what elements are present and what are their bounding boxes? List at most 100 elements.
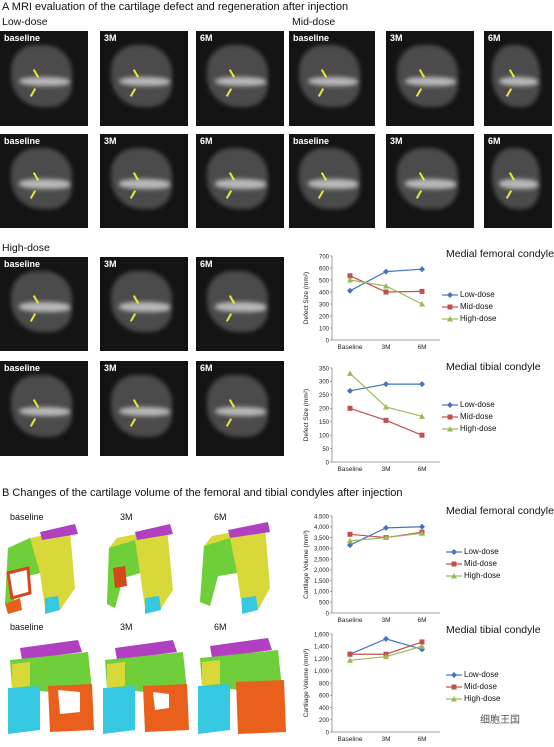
legend-swatch — [442, 401, 458, 408]
y-tick-label: 1,600 — [314, 632, 330, 638]
y-tick-label: 2,000 — [314, 568, 330, 574]
legend-swatch — [442, 291, 458, 298]
data-point — [383, 524, 389, 531]
mri-tissue — [307, 76, 358, 87]
x-tick-label: 3M — [381, 466, 390, 473]
mri-tissue — [119, 406, 171, 417]
mri-panel: 3M — [386, 31, 474, 126]
legend-label: Low-dose — [460, 290, 495, 299]
group-label-high: High-dose — [2, 242, 50, 254]
legend-entry: Mid-dose — [442, 302, 493, 311]
legend-swatch — [446, 671, 462, 678]
mri-panel: 3M — [386, 134, 474, 228]
data-point — [447, 315, 453, 321]
x-tick-label: Baseline — [338, 617, 363, 624]
mri-tissue — [498, 76, 539, 87]
y-tick-label: 300 — [319, 380, 330, 386]
data-point — [451, 548, 457, 555]
mri-tissue — [492, 148, 540, 210]
y-tick-label: 400 — [319, 706, 330, 712]
data-point — [419, 523, 425, 530]
data-point — [447, 291, 453, 298]
data-point — [347, 273, 353, 279]
mri-panel: 6M — [196, 31, 284, 126]
mri-timepoint-label: 6M — [200, 259, 213, 269]
mri-tissue — [215, 406, 267, 417]
y-tick-label: 100 — [319, 326, 330, 332]
data-point — [383, 289, 389, 295]
mri-tissue — [110, 271, 173, 333]
data-point — [347, 287, 353, 294]
legend-swatch — [442, 315, 458, 321]
data-point — [447, 401, 453, 408]
x-tick-label: 3M — [381, 344, 390, 351]
y-tick-label: 200 — [319, 718, 330, 724]
data-point — [347, 651, 353, 657]
x-tick-label: Baseline — [338, 736, 363, 743]
mri-panel: 3M — [100, 31, 188, 126]
mri-tissue — [206, 271, 269, 333]
y-tick-label: 4,000 — [314, 525, 330, 531]
chart-b-tibial: 0 200 400 600 800 1,000 1,200 1,400 1,600 Baselin… — [303, 632, 440, 743]
y-tick-label: 2,500 — [314, 557, 330, 563]
data-point — [419, 643, 425, 649]
mri-panel: baseline — [289, 31, 375, 126]
legend-label: High-dose — [464, 571, 501, 580]
mri-panel: baseline — [0, 361, 88, 456]
legend-swatch — [446, 695, 462, 701]
data-point — [419, 530, 425, 536]
y-tick-label: 300 — [319, 302, 330, 308]
y-tick-label: 1,500 — [314, 579, 330, 585]
legend-entry: High-dose — [446, 694, 500, 703]
cartilage-volume-renders-tibial — [8, 638, 286, 734]
mri-panel: 6M — [484, 31, 552, 126]
mri-tissue — [498, 179, 539, 189]
mri-tissue — [405, 179, 457, 189]
y-tick-label: 200 — [319, 314, 330, 320]
mri-timepoint-label: 6M — [200, 363, 213, 373]
y-tick-label: 100 — [319, 433, 330, 439]
legend-swatch — [446, 684, 462, 689]
mri-panel: baseline — [0, 31, 88, 126]
legend-entry: High-dose — [442, 424, 496, 433]
y-tick-label: 500 — [319, 601, 330, 607]
mri-tissue — [299, 45, 360, 107]
legend-label: Low-dose — [464, 547, 499, 556]
y-tick-label: 600 — [319, 266, 330, 272]
vol-label-baseline-top: baseline — [10, 512, 44, 522]
data-point — [383, 635, 389, 642]
data-point — [447, 414, 453, 419]
legend-label: Low-dose — [464, 670, 499, 679]
data-point — [451, 684, 457, 689]
data-point — [347, 537, 353, 544]
mri-timepoint-label: 6M — [200, 136, 213, 146]
data-point — [383, 283, 389, 289]
data-point — [447, 304, 453, 309]
mri-timepoint-label: baseline — [293, 33, 330, 43]
legend-entry: Low-dose — [446, 670, 499, 679]
mri-panel: baseline — [289, 134, 375, 228]
vol-label-6m-top: 6M — [214, 512, 227, 522]
data-point — [451, 572, 457, 578]
x-tick-label: 6M — [417, 617, 426, 624]
mri-tissue — [110, 148, 173, 210]
mri-timepoint-label: 6M — [488, 136, 501, 146]
x-tick-label: Baseline — [338, 466, 363, 473]
mri-timepoint-label: baseline — [4, 259, 41, 269]
x-tick-label: 3M — [381, 617, 390, 624]
legend-swatch — [442, 414, 458, 419]
y-tick-label: 150 — [319, 420, 330, 426]
watermark-text: 细胞王国 — [480, 715, 520, 726]
mri-tissue — [396, 45, 459, 107]
mri-tissue — [215, 179, 267, 189]
y-tick-label: 400 — [319, 290, 330, 296]
legend-label: Mid-dose — [464, 682, 497, 691]
chart-title-b-femoral: Medial femoral condyle — [446, 505, 554, 517]
mri-panel: 6M — [196, 134, 284, 228]
mri-timepoint-label: 3M — [104, 259, 117, 269]
data-point — [383, 653, 389, 660]
data-point — [419, 639, 425, 645]
chart-title-b-tibial: Medial tibial condyle — [446, 624, 541, 636]
data-point — [419, 301, 425, 307]
mri-tissue — [19, 406, 71, 417]
